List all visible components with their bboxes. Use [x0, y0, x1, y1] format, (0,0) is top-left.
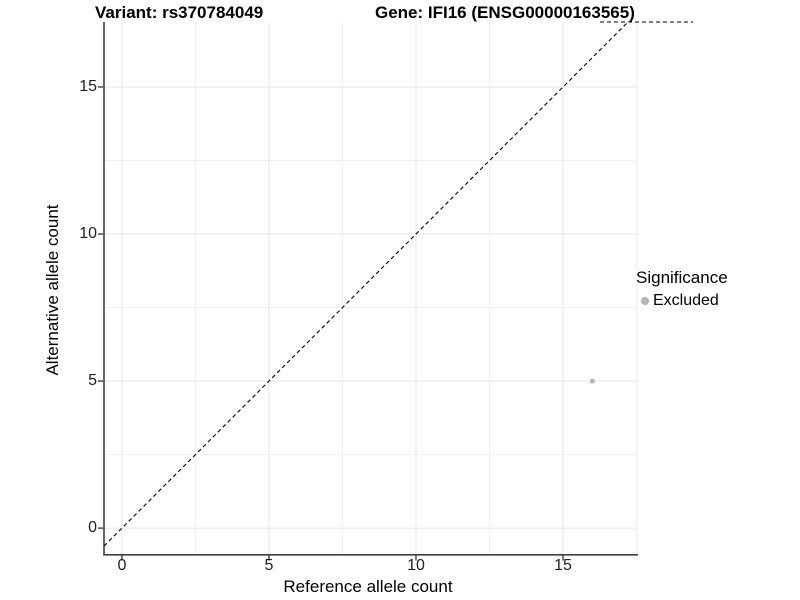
legend-item-label: Excluded [653, 292, 719, 309]
excluded-point-swatch-icon [641, 296, 649, 305]
legend-title: Significance [636, 268, 728, 287]
data-point [589, 378, 595, 384]
legend: Significance Excluded [636, 268, 728, 310]
x-tick-label: 5 [264, 557, 274, 574]
y-tick-label: 5 [88, 372, 97, 390]
y-tick-label: 15 [79, 77, 97, 95]
x-axis-title: Reference allele count [283, 577, 453, 596]
plot-title-variant: Variant: rs370784049 [95, 3, 264, 22]
x-tick-label: 10 [407, 557, 425, 574]
identity-dashed-line [103, 21, 629, 547]
plot-title-gene: Gene: IFI16 (ENSG00000163565) [375, 3, 635, 22]
x-tick-label: 0 [117, 557, 127, 574]
legend-item-excluded: Excluded [636, 291, 728, 310]
y-tick-label: 10 [79, 225, 97, 243]
y-tick-label: 0 [88, 519, 97, 537]
y-axis-title: Alternative allele count [43, 204, 62, 376]
x-tick-label: 15 [554, 557, 572, 574]
